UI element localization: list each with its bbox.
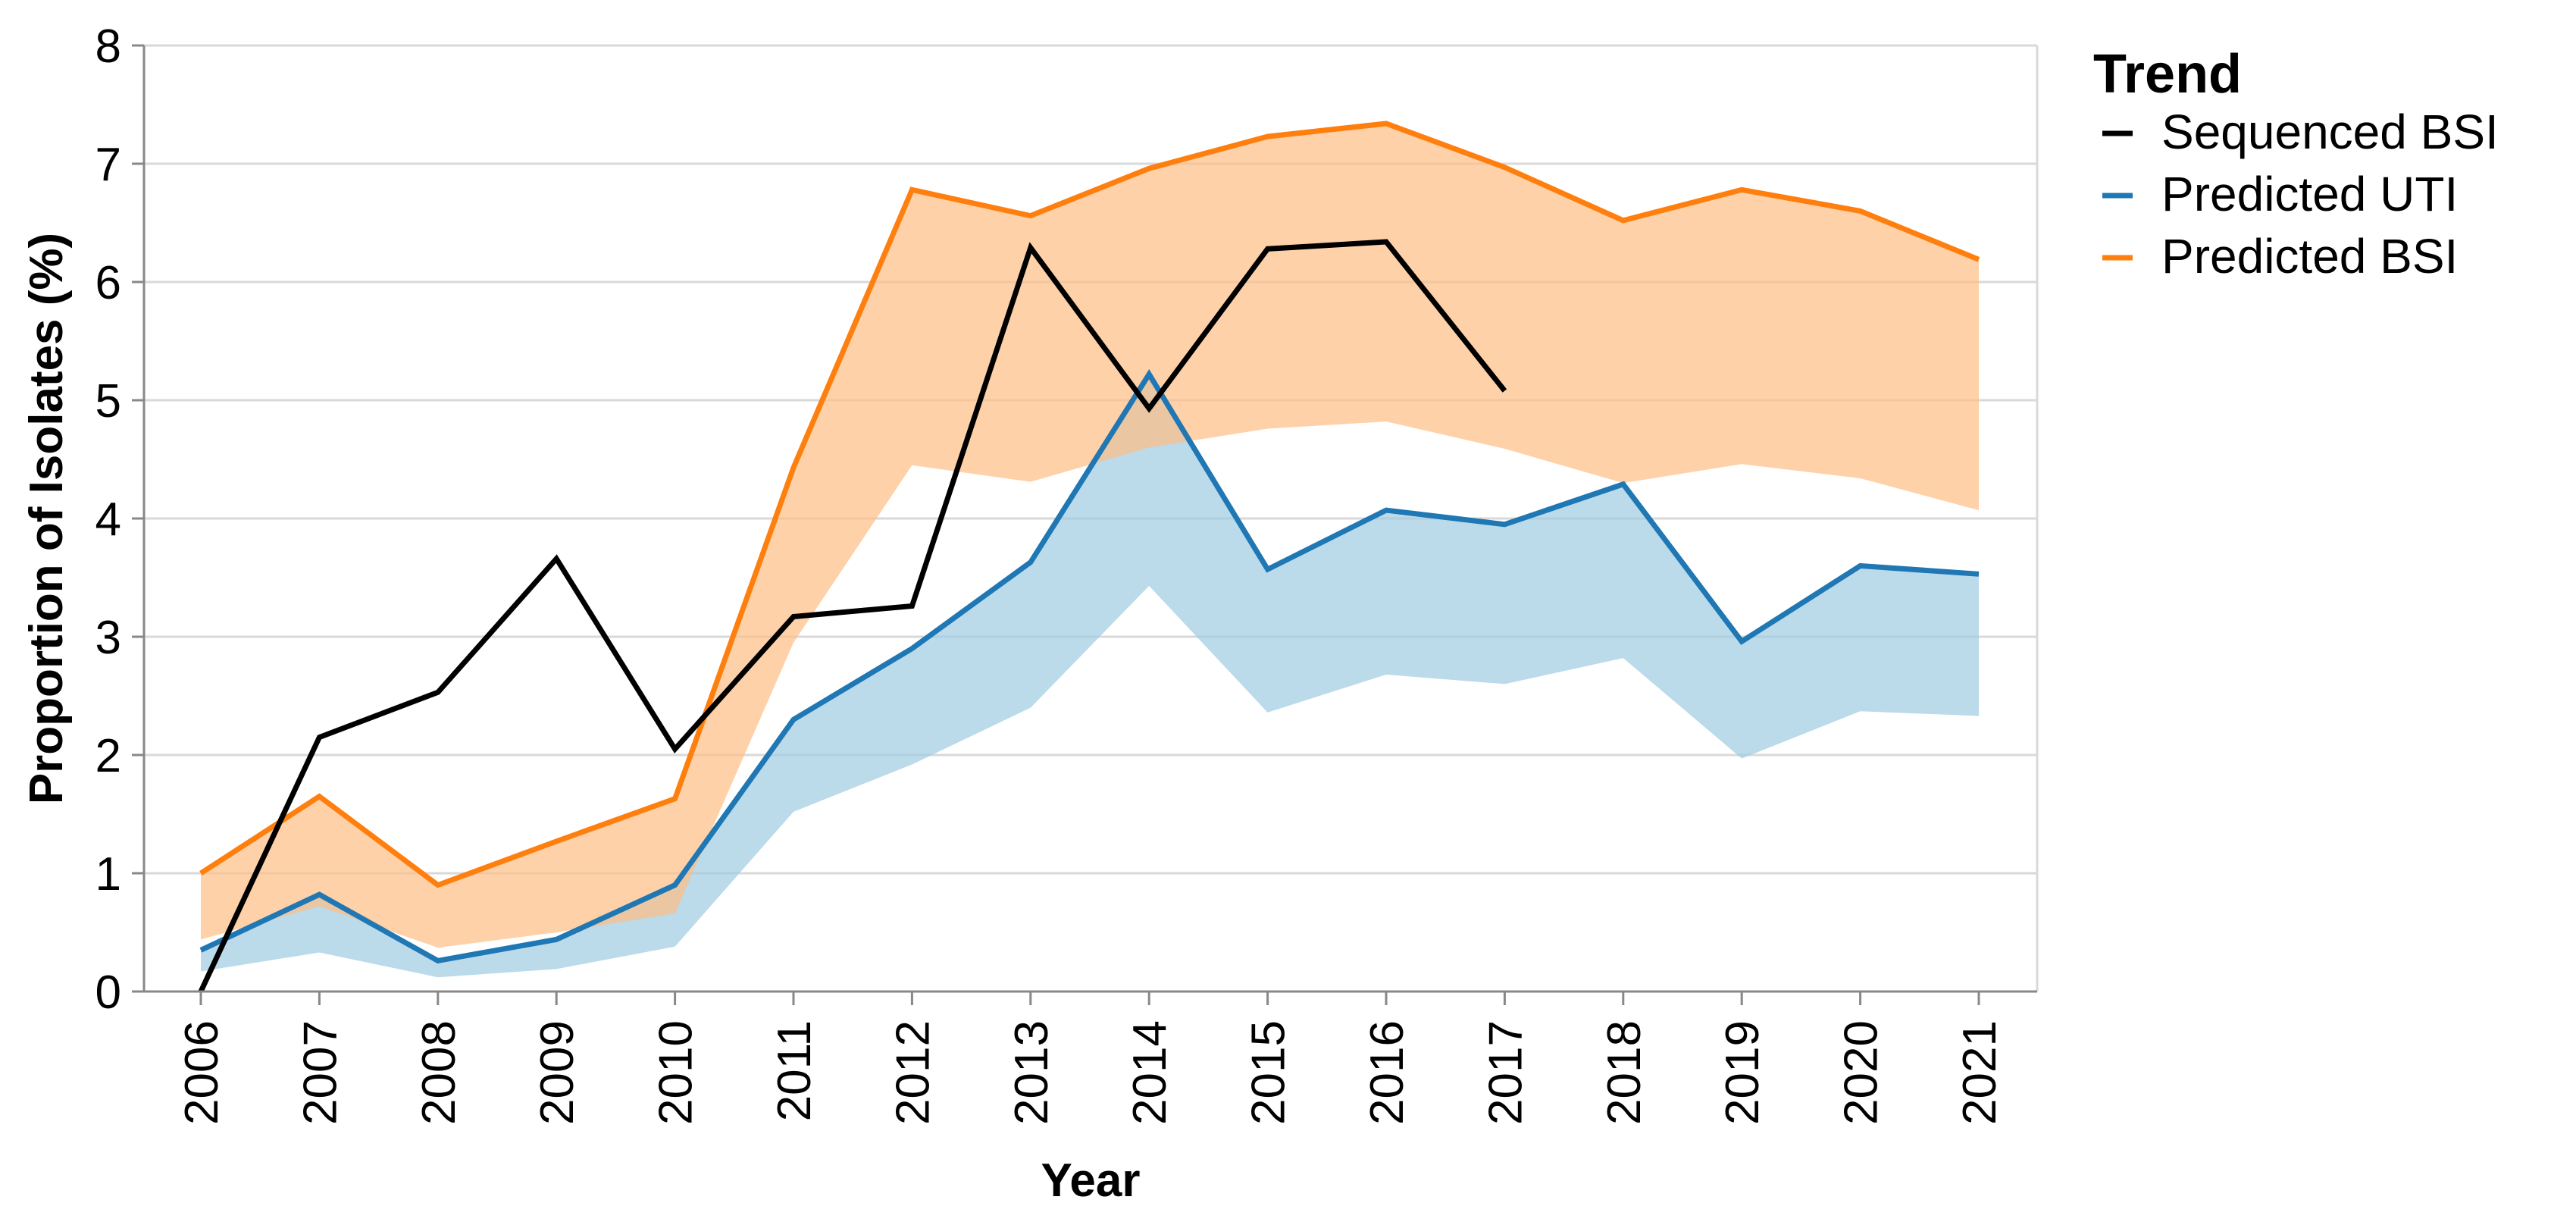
x-tick-label: 2008 (413, 1020, 465, 1125)
y-tick-label: 2 (95, 730, 121, 782)
y-tick-label: 6 (95, 257, 121, 309)
x-tick-label: 2020 (1836, 1020, 1888, 1125)
y-tick-label: 7 (95, 139, 121, 191)
x-tick-label: 2018 (1598, 1020, 1651, 1125)
predicted-bsi-band (201, 123, 1979, 948)
y-tick-label: 5 (95, 375, 121, 428)
x-tick-label: 2021 (1954, 1020, 2006, 1125)
sequenced-bsi-line (198, 239, 1507, 993)
axes (132, 44, 2037, 1005)
y-tick-labels: 0 1 2 3 4 5 6 7 8 (95, 20, 121, 1019)
x-tick-label: 2011 (768, 1020, 821, 1121)
legend-label-sequenced-bsi: Sequenced BSI (2161, 105, 2499, 159)
x-tick-label: 2015 (1243, 1020, 1295, 1125)
x-tick-label: 2014 (1124, 1020, 1176, 1125)
legend-label-predicted-uti: Predicted UTI (2161, 167, 2458, 221)
y-tick-label: 3 (95, 612, 121, 664)
y-axis-title: Proportion of Isolates (%) (20, 233, 73, 804)
legend: Trend Sequenced BSI Predicted UTI Predicte… (2093, 44, 2499, 284)
x-tick-label: 2007 (294, 1020, 346, 1125)
x-tick-label: 2013 (1006, 1020, 1058, 1125)
x-tick-label: 2009 (531, 1020, 584, 1125)
y-tick-label: 8 (95, 20, 121, 73)
y-tick-label: 0 (95, 966, 121, 1019)
x-tick-label: 2016 (1361, 1020, 1413, 1125)
x-tick-label: 2019 (1717, 1020, 1769, 1125)
y-tick-label: 1 (95, 848, 121, 901)
x-tick-label: 2012 (887, 1020, 939, 1125)
x-tick-labels: 2006 2007 2008 2009 2010 2011 2012 2013 2014 2015… (176, 1020, 2006, 1125)
x-axis-title: Year (1041, 1154, 1140, 1207)
x-tick-label: 2010 (650, 1020, 703, 1125)
y-tick-label: 4 (95, 493, 121, 546)
legend-title: Trend (2093, 44, 2242, 105)
x-tick-label: 2006 (176, 1020, 228, 1125)
confidence-bands (201, 123, 1979, 978)
predicted-uti-line (199, 369, 1980, 964)
legend-label-predicted-bsi: Predicted BSI (2161, 229, 2458, 284)
series-lines (198, 121, 1980, 993)
predicted-bsi-line (199, 121, 1980, 888)
predicted-uti-band (201, 374, 1979, 978)
x-tick-label: 2017 (1479, 1020, 1532, 1125)
